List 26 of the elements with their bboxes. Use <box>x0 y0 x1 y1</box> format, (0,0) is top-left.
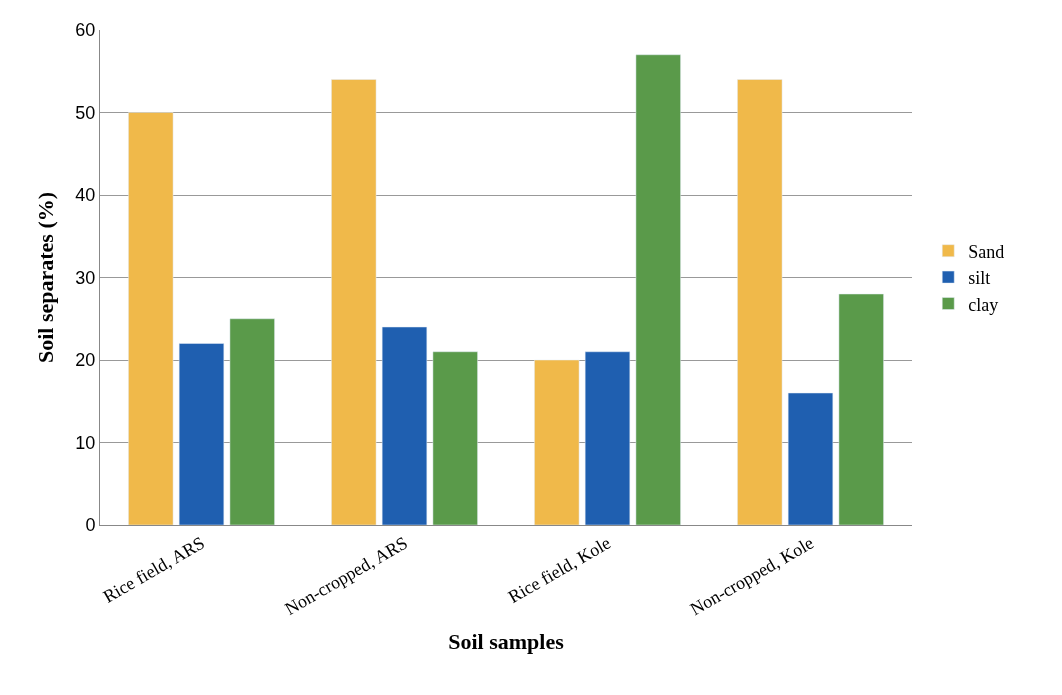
x-tick-label: Rice field, Kole <box>504 532 614 608</box>
y-tick-label: 20 <box>75 350 96 371</box>
bar <box>432 351 478 525</box>
bar <box>178 343 225 525</box>
y-tick-label: 0 <box>85 515 96 536</box>
y-tick-label: 40 <box>75 185 96 206</box>
bar <box>838 293 884 525</box>
bar <box>787 392 834 525</box>
y-tick-label: 50 <box>75 102 96 123</box>
bar <box>331 79 377 525</box>
bar <box>229 318 275 525</box>
y-axis-title: Soil separates (%) <box>33 191 59 364</box>
bar <box>381 326 428 525</box>
bar <box>635 54 681 525</box>
legend-label: clay <box>968 294 999 315</box>
bar <box>534 359 580 525</box>
x-tick-label: Rice field, ARS <box>99 532 208 607</box>
bar <box>128 112 174 525</box>
y-tick-label: 30 <box>75 267 96 288</box>
y-tick-label: 60 <box>75 20 96 41</box>
y-tick-label: 10 <box>75 432 96 453</box>
legend-label: silt <box>968 268 991 289</box>
bar <box>737 79 783 525</box>
legend-label: Sand <box>968 241 1005 262</box>
bar <box>584 351 631 525</box>
x-axis-title: Soil samples <box>448 629 565 655</box>
